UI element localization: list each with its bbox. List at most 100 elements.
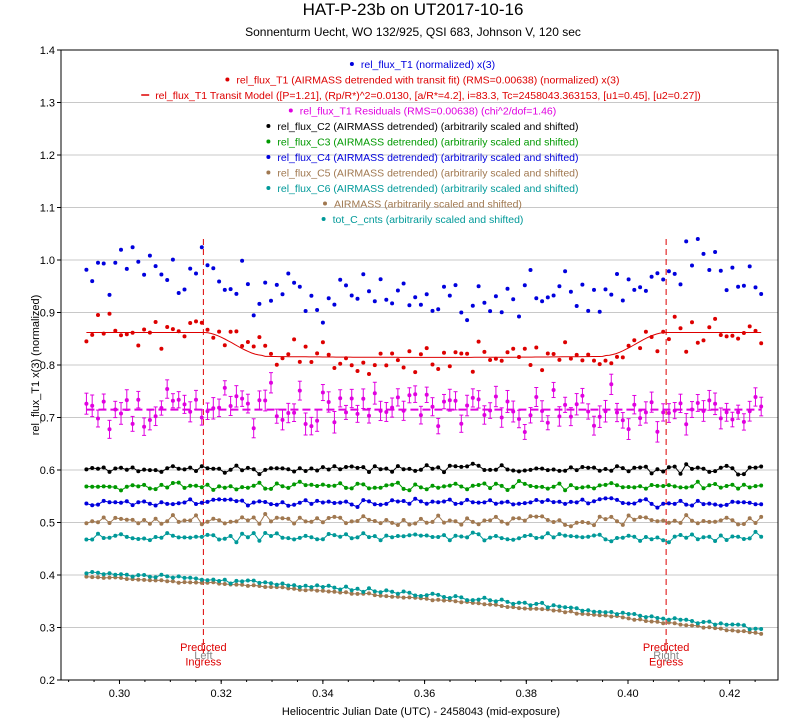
- annotation-label: Egress: [649, 656, 684, 668]
- data-point: [424, 346, 429, 351]
- data-point: [534, 395, 539, 399]
- data-point: [199, 485, 204, 490]
- data-point: [747, 516, 752, 521]
- data-point: [101, 575, 106, 580]
- series-line: [86, 480, 762, 491]
- data-point: [217, 518, 222, 523]
- data-point: [286, 536, 291, 541]
- data-point: [355, 535, 360, 540]
- data-point: [632, 517, 637, 522]
- data-point: [678, 282, 683, 287]
- data-point: [320, 482, 325, 487]
- data-point: [690, 623, 694, 628]
- data-point: [747, 536, 752, 541]
- data-point: [505, 467, 510, 472]
- data-point: [142, 573, 147, 577]
- data-point: [609, 514, 614, 519]
- data-point: [280, 516, 285, 521]
- data-point: [580, 465, 585, 469]
- data-point: [234, 329, 239, 334]
- data-point: [713, 316, 718, 321]
- data-point: [395, 464, 400, 469]
- data-point: [499, 604, 504, 608]
- data-point: [418, 413, 423, 418]
- data-point: [718, 533, 723, 538]
- data-point: [211, 335, 216, 340]
- legend-label: AIRMASS (arbitrarily scaled and shifted): [334, 199, 522, 211]
- data-point: [724, 463, 729, 468]
- data-point: [176, 480, 181, 485]
- data-point: [372, 593, 377, 598]
- data-point: [459, 501, 464, 506]
- data-point: [736, 500, 741, 505]
- data-point: [442, 284, 446, 289]
- data-point: [245, 340, 250, 344]
- data-point: [759, 292, 764, 296]
- data-point: [505, 286, 510, 291]
- data-point: [130, 245, 135, 250]
- data-point: [701, 338, 706, 343]
- data-point: [96, 260, 100, 265]
- data-point: [130, 421, 135, 426]
- data-point: [690, 518, 694, 523]
- data-point: [580, 611, 585, 616]
- data-point: [344, 584, 348, 589]
- data-point: [165, 519, 170, 524]
- data-point: [170, 398, 175, 403]
- data-point: [194, 271, 198, 276]
- data-point: [113, 407, 118, 412]
- data-point: [707, 483, 712, 488]
- data-point: [269, 502, 273, 507]
- data-point: [136, 537, 141, 541]
- series-model-line: [86, 332, 762, 358]
- data-point: [666, 540, 671, 545]
- data-point: [759, 404, 764, 409]
- data-point: [620, 522, 625, 527]
- data-point: [476, 339, 481, 344]
- data-point: [684, 535, 689, 540]
- data-point: [176, 397, 181, 402]
- data-point: [724, 628, 729, 633]
- data-point: [741, 500, 746, 505]
- data-point: [459, 595, 464, 600]
- data-point: [557, 499, 562, 504]
- data-point: [96, 575, 100, 580]
- data-point: [707, 398, 712, 403]
- data-point: [194, 319, 198, 324]
- data-point: [442, 350, 446, 355]
- data-point: [234, 582, 239, 587]
- data-point: [551, 608, 556, 613]
- data-point: [332, 420, 337, 425]
- data-point: [395, 591, 400, 596]
- data-point: [338, 277, 343, 282]
- data-point: [609, 468, 614, 473]
- data-point: [182, 334, 187, 339]
- data-point: [228, 404, 233, 408]
- legend-swatch: [266, 186, 271, 190]
- data-point: [344, 499, 348, 504]
- data-point: [165, 325, 170, 329]
- data-point: [297, 535, 302, 540]
- data-point: [390, 405, 395, 410]
- data-point: [194, 502, 198, 506]
- data-point: [534, 601, 539, 606]
- legend-label: rel_flux_T1 Transit Model ([P=1.21], (Rp…: [155, 90, 701, 102]
- data-point: [551, 484, 556, 489]
- data-point: [349, 502, 354, 507]
- data-point: [499, 463, 504, 468]
- data-point: [119, 575, 123, 580]
- data-point: [401, 486, 406, 491]
- data-point: [240, 396, 245, 401]
- data-point: [661, 501, 666, 506]
- data-point: [263, 531, 268, 535]
- data-point: [338, 361, 343, 366]
- data-point: [257, 499, 262, 504]
- data-point: [557, 414, 562, 419]
- data-point: [176, 501, 181, 506]
- series-line: [86, 463, 762, 476]
- data-point: [355, 591, 360, 596]
- data-point: [580, 608, 585, 613]
- data-point: [707, 268, 712, 272]
- data-point: [666, 483, 671, 488]
- data-point: [649, 501, 654, 506]
